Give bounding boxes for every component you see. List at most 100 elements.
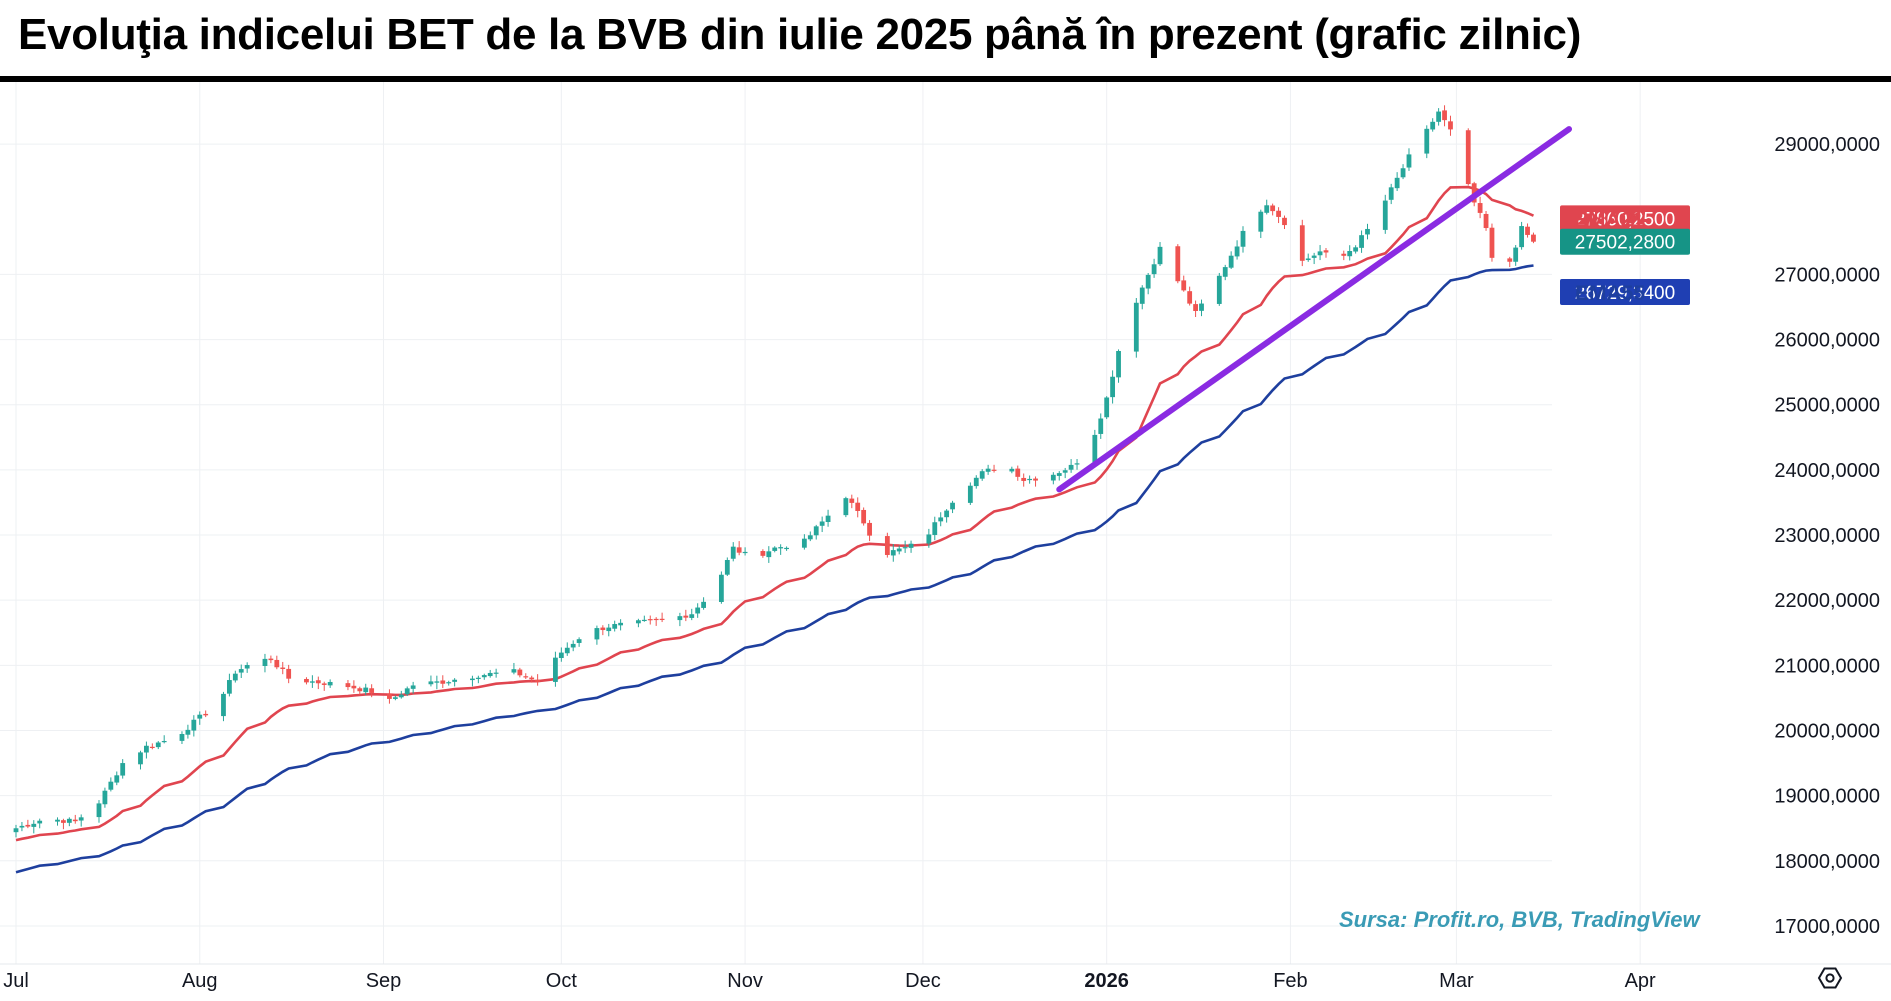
candle-up	[979, 469, 985, 481]
candle-up	[807, 531, 813, 542]
svg-text:27502,2800: 27502,2800	[1575, 233, 1675, 254]
candle-down	[647, 615, 653, 625]
candle-up	[179, 731, 185, 744]
candle-up	[66, 817, 72, 827]
candle-down	[286, 664, 292, 684]
candle-up	[926, 528, 932, 548]
candle-up	[1027, 475, 1033, 484]
candles-layer	[13, 105, 1536, 838]
candle-down	[357, 686, 363, 695]
candle-up	[973, 475, 979, 489]
candle-up	[161, 735, 167, 744]
candle-up	[96, 800, 102, 823]
candle-down	[1282, 215, 1287, 230]
candle-up	[1436, 108, 1442, 126]
candle-up	[967, 482, 973, 505]
candle-up	[428, 675, 434, 687]
candle-up	[950, 500, 955, 514]
candle-down	[1442, 105, 1447, 127]
trendline[interactable]	[1056, 126, 1573, 493]
candle-down	[149, 743, 155, 750]
ema21-layer	[15, 185, 1535, 842]
candle-up	[221, 691, 226, 722]
candle-up	[1317, 245, 1323, 261]
candle-up	[1145, 272, 1151, 295]
candle-up	[1133, 298, 1139, 358]
candlestick-chart[interactable]: 17000,0000 18000,0000 19000,0000 20000,0000…	[0, 82, 1891, 1001]
price-axis[interactable]: 17000,0000 18000,0000 19000,0000 20000,0000…	[1774, 134, 1880, 938]
candle-up	[985, 464, 991, 475]
candle-up	[13, 824, 19, 838]
candle-up	[108, 777, 114, 792]
candle-up	[1424, 125, 1430, 159]
candle-up	[191, 715, 197, 737]
candle-up	[1056, 471, 1062, 481]
candle-up	[576, 637, 582, 647]
price-tick-label: 20000,0000	[1774, 720, 1880, 742]
candle-up	[1240, 226, 1246, 253]
candle-down	[321, 681, 327, 691]
time-tick-label: Aug	[182, 970, 218, 992]
candle-down	[1193, 300, 1198, 317]
candle-up	[932, 516, 938, 541]
candle-down	[1507, 256, 1513, 268]
svg-text:27860,2500: 27860,2500	[1575, 209, 1675, 230]
candle-up	[1050, 472, 1056, 485]
ema21-name: EMA21	[1574, 208, 1644, 231]
candle-up	[1394, 172, 1400, 191]
candle-down	[1276, 207, 1281, 224]
candle-down	[1448, 115, 1453, 136]
candle-down	[1531, 232, 1536, 244]
candle-up	[138, 750, 143, 770]
candle-up	[778, 544, 784, 555]
candle-up	[1157, 242, 1163, 266]
ema55-label: EMA55	[1575, 282, 1645, 305]
candle-up	[1388, 183, 1394, 205]
candle-up	[232, 670, 238, 683]
candle-up	[558, 647, 564, 662]
candle-up	[813, 524, 819, 540]
candle-up	[185, 724, 191, 739]
candle-up	[511, 662, 517, 675]
source-note: Sursa: Profit.ro, BVB, TradingView	[1339, 907, 1702, 932]
ema55-line	[15, 264, 1534, 874]
candle-up	[470, 675, 475, 687]
candle-up	[1222, 264, 1228, 281]
candle-up	[1359, 230, 1364, 253]
price-tick-label: 23000,0000	[1774, 525, 1880, 547]
candle-up	[1104, 396, 1110, 420]
candle-up	[766, 546, 772, 563]
time-axis[interactable]: Jul Aug Sep Oct Nov Dec 2026 Feb Mar Apr	[0, 963, 1891, 992]
ema55-layer	[15, 264, 1534, 874]
candle-down	[1015, 465, 1021, 481]
candle-down	[1187, 286, 1193, 306]
candle-up	[1406, 148, 1412, 171]
candle-up	[102, 787, 108, 808]
candle-down	[25, 819, 31, 829]
candle-up	[784, 546, 789, 551]
candle-down	[861, 507, 867, 526]
candle-up	[487, 669, 493, 678]
candle-up	[718, 571, 724, 604]
candle-down	[760, 549, 766, 558]
candle-up	[819, 516, 825, 533]
title-bar: Evoluţia indicelui BET de la BVB din iul…	[0, 0, 1891, 82]
candle-down	[1181, 275, 1187, 292]
price-tick-label: 22000,0000	[1774, 590, 1880, 612]
candle-down	[849, 494, 855, 509]
candle-up	[144, 741, 149, 759]
ema21-value-tag: 27860,2500	[1560, 205, 1690, 232]
last-price-tag: 27502,2800	[1560, 228, 1690, 255]
candle-up	[1062, 467, 1068, 479]
time-tick-label: Apr	[1625, 970, 1656, 992]
candle-up	[37, 818, 43, 829]
candle-up	[244, 662, 250, 673]
price-tick-label: 25000,0000	[1774, 395, 1880, 417]
candle-down	[315, 676, 321, 690]
candle-down	[351, 680, 357, 693]
candle-up	[635, 618, 641, 628]
price-tick-label: 29000,0000	[1774, 134, 1880, 156]
candle-up	[1110, 370, 1116, 404]
candle-up	[155, 741, 161, 750]
settings-gear-icon[interactable]	[1817, 967, 1843, 989]
